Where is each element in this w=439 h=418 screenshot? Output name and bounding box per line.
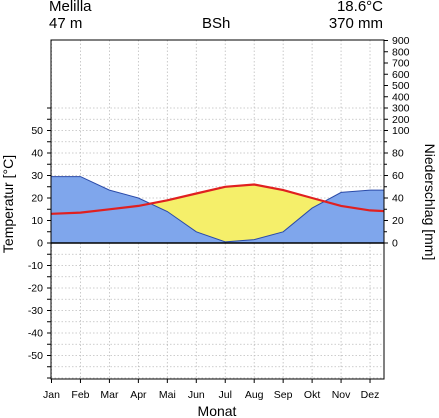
x-tick-label: Mai	[159, 389, 176, 401]
station-elevation: 47 m	[49, 15, 83, 32]
y2-tick-label: 600	[392, 69, 410, 81]
mean-temperature: 18.6°C	[336, 0, 383, 15]
x-tick-label: Okt	[304, 389, 320, 401]
temperature-line	[51, 183, 385, 215]
y2-tick-label: 500	[392, 80, 410, 92]
y2-axis-title: Niederschlag [mm]	[422, 144, 438, 261]
x-tick-label: Aug	[245, 389, 264, 401]
climate-class: BSh	[202, 15, 231, 32]
y-axis-title: Temperatur [°C]	[0, 155, 16, 253]
y-tick-label: 30	[31, 170, 43, 182]
x-axis: Jan Feb Mar Apr Mai Jun Jul Aug Sep Okt Nov Dez	[43, 379, 379, 401]
y2-tick-label: 40	[392, 193, 404, 205]
y-tick-label: 0	[37, 238, 43, 250]
y2-tick-label: 700	[392, 58, 410, 70]
annual-precipitation: 370 mm	[328, 15, 383, 32]
y2-tick-label: 20	[392, 215, 404, 227]
y-tick-label: 50	[31, 125, 43, 137]
y-tick-label: -50	[28, 350, 43, 362]
y-tick-label: -20	[28, 283, 43, 295]
y2-tick-label: 100	[392, 125, 410, 137]
y-tick-label: -30	[28, 305, 43, 317]
x-tick-label: Dez	[361, 389, 380, 401]
left-axis: 50 40 30 20 10 0 -10 -20 -30 -40 -50	[28, 107, 51, 379]
y2-tick-label: 80	[392, 148, 404, 160]
y2-tick-label: 0	[392, 238, 398, 250]
y2-tick-label: 900	[392, 35, 410, 47]
y-tick-label: 40	[31, 148, 43, 160]
x-axis-title: Monat	[198, 403, 237, 418]
y-tick-label: -10	[28, 260, 43, 272]
precipitation-area	[51, 176, 384, 243]
dry-season-area	[150, 184, 325, 242]
station-name: Melilla	[49, 0, 92, 15]
y2-tick-label: 800	[392, 46, 410, 58]
x-tick-label: Jun	[188, 389, 205, 401]
x-tick-label: Mar	[100, 389, 119, 401]
y-tick-label: 10	[31, 215, 43, 227]
y-tick-label: 20	[31, 193, 43, 205]
x-tick-label: Sep	[274, 389, 293, 401]
x-tick-label: Feb	[71, 389, 89, 401]
x-tick-label: Apr	[130, 389, 147, 401]
precipitation-line	[51, 176, 384, 243]
x-tick-label: Jul	[219, 389, 232, 401]
y2-tick-label: 400	[392, 91, 410, 103]
x-tick-label: Jan	[43, 389, 60, 401]
y2-tick-label: 60	[392, 170, 404, 182]
y2-tick-label: 300	[392, 103, 410, 115]
y2-tick-label: 200	[392, 114, 410, 126]
y-tick-label: -40	[28, 328, 43, 340]
x-tick-label: Nov	[332, 389, 351, 401]
